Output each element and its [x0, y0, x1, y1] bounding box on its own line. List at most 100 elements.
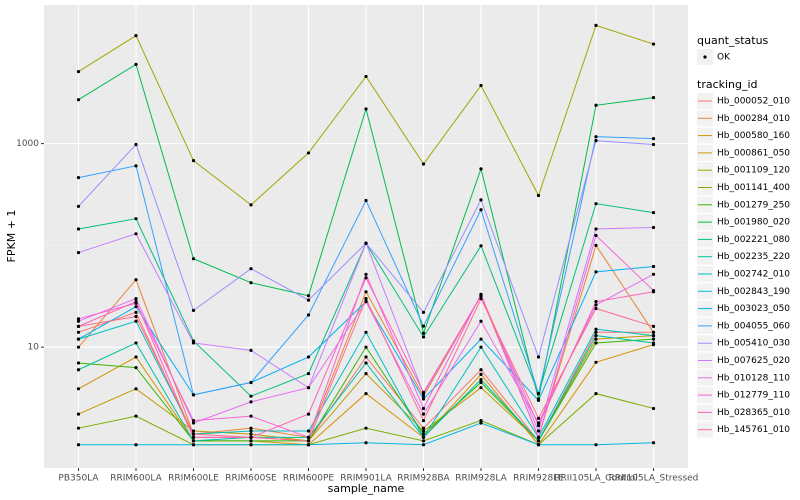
data-point	[479, 368, 483, 372]
data-point	[306, 371, 311, 376]
data-point	[421, 397, 426, 401]
data-point	[479, 345, 483, 349]
data-point	[651, 441, 656, 445]
data-point	[364, 74, 368, 79]
data-point	[421, 335, 426, 339]
data-point	[364, 272, 368, 276]
data-point	[651, 42, 656, 46]
x-tick-label: RRIM928BA	[397, 474, 450, 484]
data-point	[134, 300, 138, 304]
data-point	[479, 297, 483, 301]
legend-label: Hb_001141_400	[717, 183, 790, 193]
data-point	[594, 227, 598, 231]
data-point	[594, 391, 598, 396]
data-point	[364, 276, 368, 280]
data-point	[306, 294, 311, 298]
data-point	[536, 423, 541, 428]
data-point	[76, 69, 81, 74]
legend-label: Hb_004055_060	[717, 321, 790, 331]
data-point	[364, 441, 368, 445]
legend-label: Hb_000861_050	[717, 148, 790, 158]
x-tick-label: RRIM600SE	[225, 474, 277, 484]
data-point	[594, 443, 598, 447]
data-point	[134, 232, 138, 236]
data-point	[191, 439, 196, 443]
data-point	[134, 278, 138, 282]
data-point	[364, 241, 368, 245]
data-point	[76, 337, 81, 341]
data-point	[249, 429, 253, 433]
data-point	[536, 193, 541, 198]
x-tick-label: RRIM928LA	[455, 474, 507, 484]
data-point	[306, 435, 311, 439]
data-point	[536, 429, 541, 433]
data-point	[651, 333, 656, 338]
data-point	[76, 319, 81, 323]
legend-point	[703, 55, 707, 59]
data-point	[479, 386, 483, 390]
data-point	[651, 96, 656, 100]
data-point	[421, 310, 426, 314]
data-point	[76, 317, 81, 321]
data-point	[76, 324, 81, 328]
data-point	[76, 412, 81, 416]
data-point	[134, 314, 138, 319]
data-point	[134, 387, 138, 391]
data-point	[191, 432, 196, 436]
data-point	[306, 313, 311, 317]
data-point	[421, 412, 426, 416]
legend-label: Hb_145761_010	[717, 425, 790, 435]
data-point	[364, 361, 368, 365]
data-point	[421, 324, 426, 328]
data-point	[76, 387, 81, 391]
data-point	[479, 83, 483, 88]
data-point	[364, 426, 368, 430]
data-point	[651, 406, 656, 411]
data-point	[479, 198, 483, 202]
data-point	[249, 432, 253, 436]
data-point	[364, 355, 368, 359]
data-point	[76, 176, 81, 180]
data-point	[76, 204, 81, 208]
data-point	[421, 426, 426, 430]
x-axis-title: sample_name	[328, 482, 405, 495]
data-point	[594, 300, 598, 304]
x-tick-label: RRIM600PE	[283, 474, 335, 484]
data-point	[76, 368, 81, 372]
data-point	[479, 372, 483, 377]
data-point	[421, 432, 426, 436]
data-point	[594, 360, 598, 364]
data-point	[479, 244, 483, 248]
data-point	[651, 337, 656, 341]
data-point	[421, 406, 426, 411]
data-point	[364, 300, 368, 304]
data-point	[479, 380, 483, 385]
point-legend-title: quant_status	[697, 34, 769, 47]
data-point	[651, 142, 656, 147]
legend-label: Hb_028365_010	[717, 408, 790, 418]
data-point	[191, 429, 196, 433]
data-point	[249, 414, 253, 418]
data-point	[651, 341, 656, 345]
data-point	[306, 439, 311, 443]
data-point	[479, 294, 483, 298]
data-point	[249, 267, 253, 271]
data-point	[594, 23, 598, 27]
legend-label: Hb_000284_010	[717, 114, 790, 124]
data-point	[76, 98, 81, 102]
data-point	[421, 443, 426, 447]
data-point	[134, 297, 138, 301]
x-tick-label: RRIM600LA	[110, 474, 162, 484]
data-point	[364, 371, 368, 376]
data-point	[134, 414, 138, 418]
legend-label: Hb_001109_120	[717, 166, 790, 176]
data-point	[479, 418, 483, 423]
data-point	[191, 393, 196, 397]
data-point	[421, 331, 426, 335]
data-point	[594, 202, 598, 206]
data-point	[594, 306, 598, 311]
data-point	[594, 139, 598, 143]
legend-label: Hb_002221_080	[717, 235, 790, 245]
data-point	[134, 34, 138, 38]
